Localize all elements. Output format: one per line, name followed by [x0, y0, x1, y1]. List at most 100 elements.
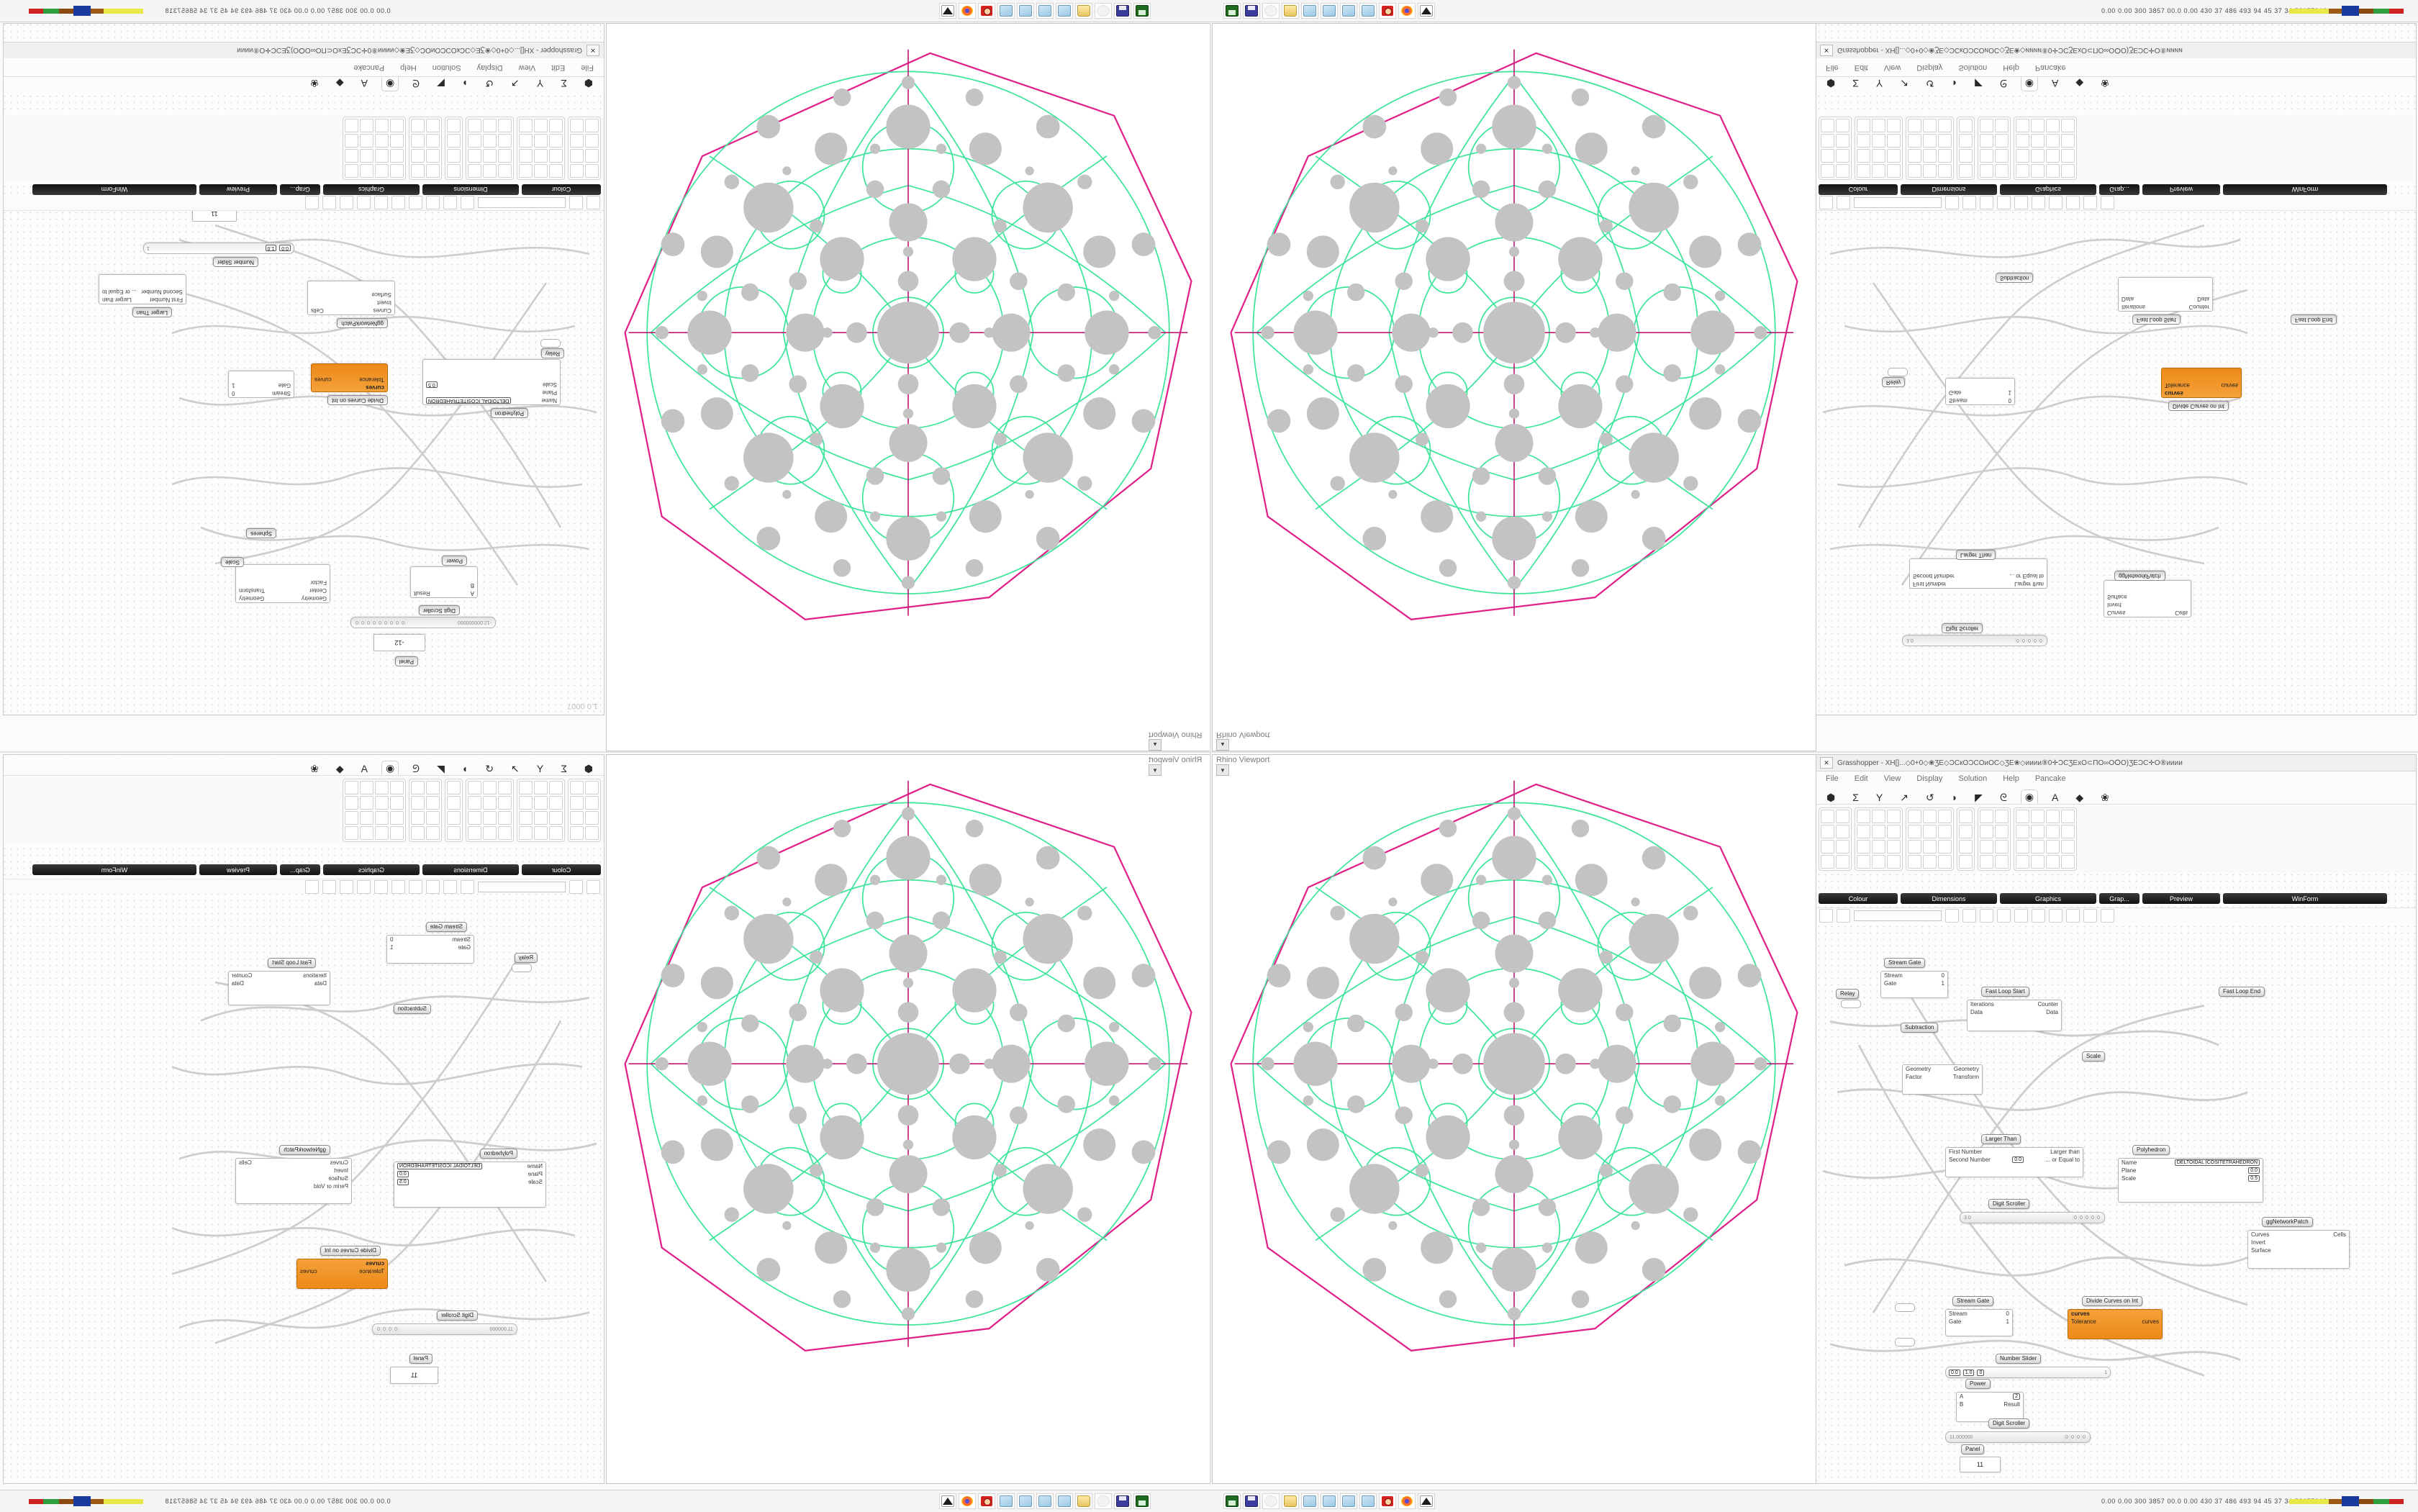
- stream-gate-component[interactable]: Stream 0 Gate 1: [1945, 378, 2015, 405]
- sketch-icon[interactable]: [2066, 908, 2080, 923]
- dotted-circle-icon[interactable]: [498, 119, 512, 132]
- document-icon[interactable]: [1340, 1493, 1357, 1509]
- tab-maths[interactable]: Σ: [561, 78, 567, 89]
- tab-display[interactable]: ◉: [2020, 789, 2039, 804]
- gh-ribbon-bl[interactable]: [4, 777, 604, 844]
- ribbon-group-colour[interactable]: [1819, 807, 1852, 871]
- tab-mesh[interactable]: ◤: [437, 78, 445, 89]
- divide-curves-component[interactable]: curves Tolerance curves: [311, 363, 388, 392]
- ribbon-group-preview[interactable]: [1978, 807, 2011, 871]
- toolbar-control-icon[interactable]: [2061, 855, 2075, 869]
- tab-control-icon[interactable]: [2061, 825, 2075, 838]
- button-group-icon[interactable]: [2016, 810, 2029, 823]
- chrome-icon[interactable]: [959, 3, 976, 19]
- tab-params[interactable]: ⬢: [1826, 78, 1836, 89]
- tab-maths[interactable]: Σ: [561, 763, 567, 774]
- ribbon-group-dimensions[interactable]: [1855, 117, 1903, 180]
- progress-icon[interactable]: [375, 134, 389, 148]
- sphere-icon[interactable]: [1908, 810, 1921, 823]
- screenshot-icon[interactable]: [357, 196, 371, 210]
- eye-icon[interactable]: [1908, 134, 1921, 148]
- gh-palette-tabbar-bl[interactable]: Colour Dimensions Graphics Grap... Previ…: [4, 864, 604, 875]
- colour-cmyk-icon[interactable]: [570, 149, 584, 163]
- tab-params[interactable]: ⬢: [584, 78, 593, 89]
- gh-menubar-tl[interactable]: File Edit View Display Solution Help Pan…: [4, 61, 604, 74]
- render-icon[interactable]: [1980, 134, 1993, 148]
- grid-control-icon[interactable]: [375, 781, 389, 795]
- bake-icon[interactable]: [409, 879, 422, 894]
- halftone-icon[interactable]: [1923, 164, 1937, 178]
- palette-tab-colour[interactable]: Colour: [522, 864, 601, 875]
- bake-icon[interactable]: [409, 196, 422, 210]
- ribbon-group-preview[interactable]: [409, 779, 442, 842]
- tab-control-icon[interactable]: [345, 149, 358, 163]
- profiler-icon[interactable]: [374, 879, 388, 894]
- paint-icon[interactable]: [426, 879, 440, 894]
- search-input[interactable]: [1854, 197, 1942, 209]
- gh-titlebar-tl[interactable]: ✕ Grasshopper - XH[]...◇0+0◇❀ƷE◇ƆCкOƆCOи…: [4, 42, 604, 58]
- blur-icon[interactable]: [1923, 840, 1937, 854]
- render-icon[interactable]: [426, 134, 440, 148]
- blob-icon[interactable]: [1995, 810, 2009, 823]
- menu-solution[interactable]: Solution: [432, 63, 461, 72]
- treeview-icon[interactable]: [2046, 119, 2060, 132]
- viewport-menu-button[interactable]: ▲: [1216, 739, 1229, 751]
- folder-icon[interactable]: [1282, 1493, 1299, 1509]
- preview-eye-icon[interactable]: [443, 196, 457, 210]
- tag-x-icon[interactable]: [1857, 855, 1870, 869]
- gh-secondary-toolbar-bl[interactable]: [4, 879, 604, 894]
- chrome-icon[interactable]: [959, 1493, 976, 1509]
- heart-icon[interactable]: [1995, 149, 2009, 163]
- zoom-extents-icon[interactable]: [1945, 908, 1959, 923]
- colour-wheel-icon[interactable]: [585, 781, 599, 795]
- ok-button-icon[interactable]: [360, 164, 373, 178]
- progress-icon[interactable]: [2031, 840, 2045, 854]
- screenshot-icon[interactable]: [357, 879, 371, 894]
- tab-pancake[interactable]: ❀: [2101, 78, 2109, 89]
- fast-loop-start-component[interactable]: Iterations Counter Data Data: [1967, 1000, 2062, 1031]
- label-icon[interactable]: [390, 134, 404, 148]
- relay-component[interactable]: [540, 339, 561, 348]
- tab-transform[interactable]: ◆: [2075, 792, 2084, 803]
- polyhedron-component[interactable]: Name DELTOIDAL ICOSITETRAHEDRON Plane Sc…: [422, 359, 561, 405]
- sl-icon[interactable]: [1995, 840, 2009, 854]
- sphere-icon[interactable]: [498, 781, 512, 795]
- menu-pancake[interactable]: Pancake: [2034, 63, 2066, 72]
- blank-icon[interactable]: [1262, 1493, 1280, 1509]
- palette-tab-winform[interactable]: WinForm: [2223, 893, 2387, 904]
- tag-x-icon[interactable]: [549, 826, 563, 840]
- tag-x-icon[interactable]: [1857, 119, 1870, 132]
- colour-cmyk-icon[interactable]: [1836, 825, 1849, 838]
- grid-control-icon[interactable]: [2031, 164, 2045, 178]
- dim-angle-icon[interactable]: [1857, 134, 1870, 148]
- menu-help[interactable]: Help: [2003, 774, 2019, 783]
- tab-mesh[interactable]: ◤: [437, 763, 445, 774]
- menu-edit[interactable]: Edit: [1854, 774, 1868, 783]
- grasshopper-window-bottom-left[interactable]: ⬢ Σ Y ↗ ↺ ◗ ◤ ᘓ ◉ A ◆ ❀: [3, 754, 604, 1484]
- menu-view[interactable]: View: [1883, 774, 1901, 783]
- gh-secondary-toolbar-tr[interactable]: [1816, 196, 2416, 211]
- contrast-icon[interactable]: [1908, 825, 1921, 838]
- dim-grid-icon[interactable]: [519, 811, 533, 825]
- graph-icon[interactable]: [1959, 134, 1973, 148]
- polyhedron-component[interactable]: Name DELTOIDAL ICOSITETRAHEDRON Plane 0.0…: [2118, 1158, 2263, 1203]
- screenshot-icon[interactable]: [2049, 908, 2062, 923]
- crescent-icon[interactable]: [1938, 855, 1952, 869]
- blur-icon[interactable]: [1923, 134, 1937, 148]
- tab-mesh[interactable]: ◤: [1975, 792, 1983, 803]
- colour-pick-icon[interactable]: [570, 119, 584, 132]
- tab-intersect[interactable]: ᘓ: [1999, 78, 2007, 89]
- pie-icon[interactable]: [1959, 855, 1973, 869]
- dim-extent-icon[interactable]: [519, 119, 533, 132]
- ok-button-icon[interactable]: [2046, 810, 2060, 823]
- colour-gradient-icon[interactable]: [1836, 164, 1849, 178]
- ggnetworkpatch-component[interactable]: Curves Cells Invert Surface: [2104, 580, 2191, 617]
- document-icon[interactable]: [1359, 1493, 1377, 1509]
- save-green-icon[interactable]: [1223, 1493, 1241, 1509]
- digit-scroller-component[interactable]: 11.000000 0 0 0 0: [372, 1323, 517, 1335]
- rhino-icon[interactable]: [939, 3, 956, 19]
- button-group-icon[interactable]: [390, 781, 404, 795]
- save-icon[interactable]: [569, 879, 583, 894]
- rhino-viewport-top-right[interactable]: [1212, 23, 1816, 751]
- ribbon-group-dimensions[interactable]: [1855, 807, 1903, 871]
